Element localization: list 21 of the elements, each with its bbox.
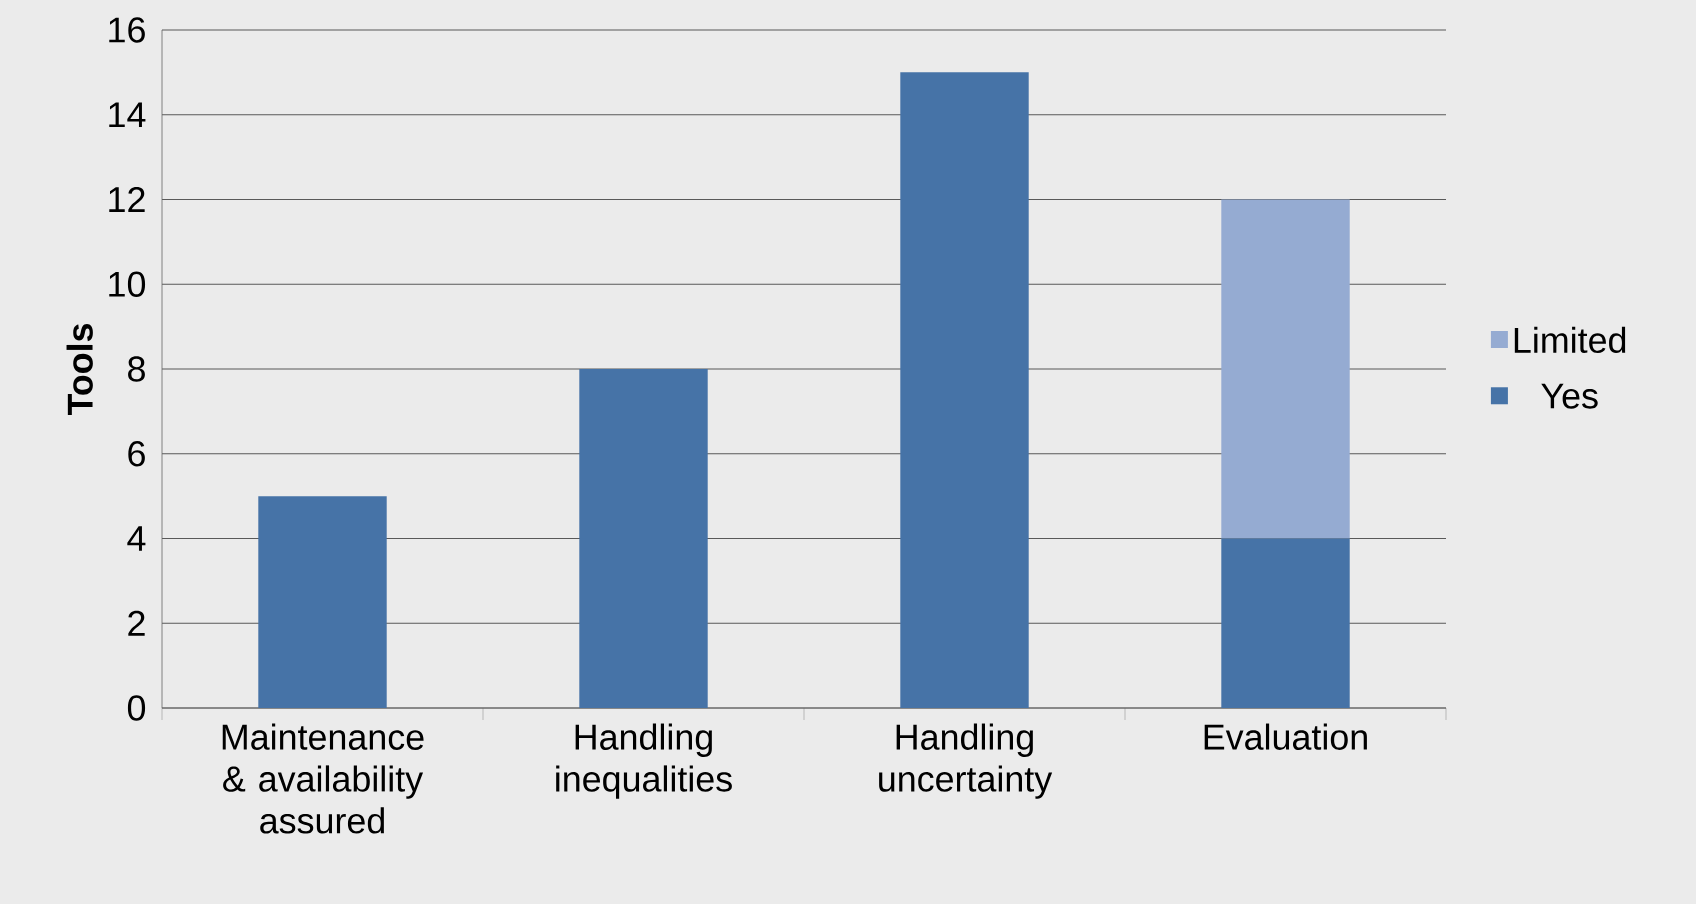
y-tick-label: 0 (127, 695, 146, 721)
y-tick-label: 4 (127, 526, 146, 551)
x-tick-label: Maintenance & availability assured (222, 723, 424, 834)
x-tick-label: Evaluation (1204, 723, 1367, 750)
bar (579, 368, 708, 708)
x-tick-label: Handling uncertainty (879, 723, 1053, 799)
y-tick-label: 6 (128, 441, 145, 467)
y-tick-label: 8 (128, 356, 145, 382)
y-tick-label: 14 (109, 102, 146, 128)
bar (1221, 538, 1350, 708)
bar (1221, 199, 1350, 539)
y-axis-title: Tools (66, 323, 93, 416)
legend-label: Limited (1514, 326, 1626, 354)
x-tick-label: Handling inequalities (556, 723, 732, 799)
bar (258, 496, 387, 708)
y-tick-label: 16 (109, 17, 145, 43)
legend-label: Yes (1541, 383, 1598, 409)
bar (900, 72, 1029, 708)
y-tick-label: 2 (128, 610, 145, 636)
y-tick-label: 12 (109, 186, 145, 213)
y-tick-label: 10 (109, 271, 146, 297)
